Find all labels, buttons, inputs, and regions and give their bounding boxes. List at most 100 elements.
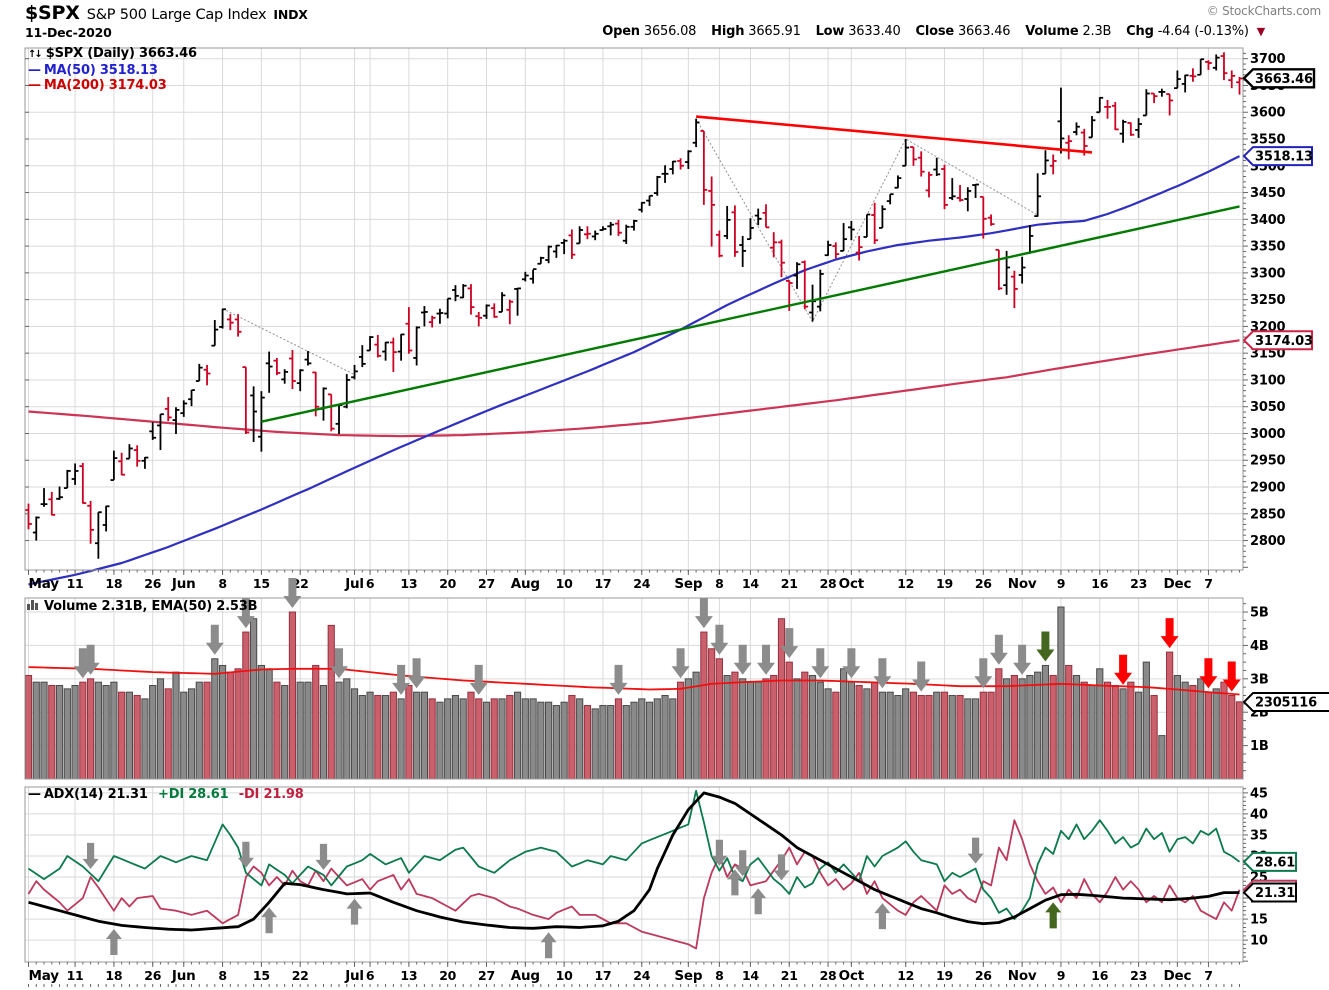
svg-text:8: 8 bbox=[218, 576, 227, 591]
svg-text:6: 6 bbox=[366, 968, 375, 983]
adx-x-axis: May 11 18 26 Jun 8 15 22 Jul 6 13 20 27 Aug 10 17 24 Sep 8… bbox=[28, 962, 1240, 987]
pdi-line bbox=[27, 789, 1241, 920]
svg-text:Dec: Dec bbox=[1164, 968, 1192, 984]
exchange: INDX bbox=[273, 7, 308, 22]
open-value: 3656.08 bbox=[643, 24, 697, 39]
adx-legend: — ADX(14) 21.31 +DI 28.61 -DI 21.98 bbox=[28, 787, 310, 803]
price-chart: 2800285029002950300030503100315032003250… bbox=[24, 47, 1316, 592]
chevron-down-icon[interactable]: ▼ bbox=[1256, 25, 1265, 38]
svg-text:11: 11 bbox=[67, 576, 84, 591]
svg-text:Oct: Oct bbox=[839, 968, 865, 984]
adx-chart: 1015202530354045May111826Jun81522Jul6132… bbox=[24, 786, 1297, 987]
svg-text:12: 12 bbox=[897, 968, 914, 983]
svg-text:15: 15 bbox=[253, 576, 270, 591]
svg-text:3174.03: 3174.03 bbox=[1255, 334, 1313, 349]
svg-text:3600: 3600 bbox=[1250, 106, 1286, 121]
svg-text:2850: 2850 bbox=[1250, 507, 1286, 522]
svg-text:28.61: 28.61 bbox=[1255, 855, 1295, 870]
zigzag-lines bbox=[222, 118, 1038, 376]
svg-text:19: 19 bbox=[936, 968, 953, 983]
svg-text:20: 20 bbox=[439, 576, 456, 591]
high-label: High bbox=[711, 24, 745, 39]
chg-value: -4.64 (-0.13%) bbox=[1157, 24, 1249, 39]
svg-text:8: 8 bbox=[715, 576, 724, 591]
svg-text:2800: 2800 bbox=[1250, 534, 1286, 549]
close-label: Close bbox=[915, 24, 955, 39]
svg-text:3663.46: 3663.46 bbox=[1255, 72, 1313, 87]
svg-text:3550: 3550 bbox=[1250, 133, 1286, 148]
svg-text:24: 24 bbox=[633, 576, 650, 591]
legend-adx: — ADX(14) 21.31 bbox=[28, 787, 148, 802]
svg-text:21.31: 21.31 bbox=[1255, 886, 1295, 901]
symbol: $SPX bbox=[25, 2, 80, 24]
svg-text:4B: 4B bbox=[1250, 639, 1269, 654]
svg-text:3B: 3B bbox=[1250, 672, 1269, 687]
svg-text:Oct: Oct bbox=[839, 576, 865, 592]
ohlc-bars bbox=[25, 52, 1243, 559]
svg-text:7: 7 bbox=[1204, 576, 1213, 591]
svg-text:21: 21 bbox=[781, 576, 798, 591]
volume-value: 2.3B bbox=[1082, 24, 1112, 39]
legend-spx: ↑↓ $SPX (Daily) 3663.46 bbox=[28, 46, 197, 61]
svg-text:May: May bbox=[29, 576, 60, 592]
adx-annotation-arrows bbox=[82, 837, 1062, 959]
svg-text:23: 23 bbox=[1130, 576, 1147, 591]
svg-text:26: 26 bbox=[144, 968, 161, 983]
trendlines bbox=[261, 115, 1240, 423]
legend-ma200: — MA(200) 3174.03 bbox=[28, 78, 167, 93]
open-label: Open bbox=[602, 24, 640, 39]
volume-label: Volume bbox=[1025, 24, 1079, 39]
svg-text:17: 17 bbox=[594, 968, 611, 983]
svg-text:24: 24 bbox=[633, 968, 650, 983]
svg-text:Dec: Dec bbox=[1164, 576, 1192, 592]
svg-text:10: 10 bbox=[556, 576, 573, 591]
svg-text:2900: 2900 bbox=[1250, 481, 1286, 496]
svg-text:13: 13 bbox=[400, 576, 417, 591]
adx-grid bbox=[25, 787, 1243, 962]
svg-text:3250: 3250 bbox=[1250, 293, 1286, 308]
updown-arrows-icon: ↑↓ bbox=[28, 49, 43, 60]
svg-text:12: 12 bbox=[897, 576, 914, 591]
svg-text:45: 45 bbox=[1250, 786, 1268, 801]
svg-text:7: 7 bbox=[1204, 968, 1213, 983]
svg-text:Jul: Jul bbox=[344, 968, 364, 984]
svg-text:3150: 3150 bbox=[1250, 347, 1286, 362]
ma200-line bbox=[28, 339, 1240, 438]
close-value: 3663.46 bbox=[957, 24, 1011, 39]
svg-text:35: 35 bbox=[1250, 828, 1268, 843]
legend-ma50: — MA(50) 3518.13 bbox=[28, 62, 158, 78]
svg-text:3700: 3700 bbox=[1250, 52, 1286, 67]
svg-text:9: 9 bbox=[1057, 968, 1066, 983]
chg-label: Chg bbox=[1126, 24, 1154, 39]
legend-pdi: +DI 28.61 bbox=[158, 787, 229, 802]
svg-text:11: 11 bbox=[67, 968, 84, 983]
svg-text:27: 27 bbox=[478, 576, 495, 591]
svg-text:3300: 3300 bbox=[1250, 266, 1286, 281]
low-label: Low bbox=[815, 24, 845, 39]
svg-text:21: 21 bbox=[781, 968, 798, 983]
symbol-name: S&P 500 Large Cap Index bbox=[86, 7, 267, 23]
price-x-axis: May 11 18 26 Jun 8 15 22 Jul 6 13 20 27 Aug 10 17 24 Sep 8… bbox=[28, 570, 1240, 592]
svg-text:2305116: 2305116 bbox=[1255, 696, 1317, 711]
adx-y-axis: 1015202530354045 bbox=[1243, 786, 1268, 962]
volume-callout: 2305116 bbox=[1242, 692, 1329, 713]
svg-text:22: 22 bbox=[292, 968, 309, 983]
copyright: © StockCharts.com bbox=[1206, 4, 1322, 18]
svg-text:17: 17 bbox=[594, 576, 611, 591]
svg-text:10: 10 bbox=[1250, 934, 1268, 949]
price-legend: ↑↓ $SPX (Daily) 3663.46 — MA(50) 3518.13 —… bbox=[28, 46, 197, 94]
svg-text:16: 16 bbox=[1091, 968, 1108, 983]
svg-text:26: 26 bbox=[975, 576, 992, 591]
legend-ndi: -DI 21.98 bbox=[238, 787, 304, 802]
svg-text:Jul: Jul bbox=[344, 576, 364, 592]
volume-legend: Volume 2.31B, EMA(50) 2.53B bbox=[27, 599, 257, 615]
price-y-axis: 2800285029002950300030503100315032003250… bbox=[25, 52, 1286, 568]
svg-text:27: 27 bbox=[478, 968, 495, 983]
quote-bar: Open 3656.08 High 3665.91 Low 3633.40 Close… bbox=[591, 24, 1265, 39]
svg-text:28: 28 bbox=[820, 576, 837, 591]
svg-text:16: 16 bbox=[1091, 576, 1108, 591]
